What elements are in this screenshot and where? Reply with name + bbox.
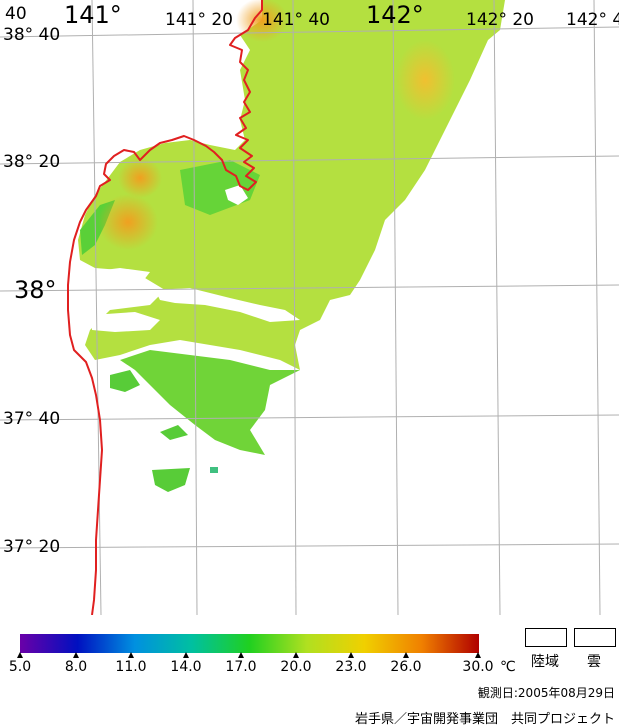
parallel-38-40 xyxy=(0,26,619,38)
lat-label-38: 38° xyxy=(14,276,57,304)
colorbar-tick-14: 14.0 xyxy=(170,659,202,675)
lon-label-142-20: 142° 20 xyxy=(466,10,534,30)
sst-warm-spot-north xyxy=(236,0,288,42)
colorbar-tick-mark xyxy=(348,652,354,658)
cloud-patch-west xyxy=(88,268,150,300)
coastline xyxy=(67,0,263,615)
cloud-patch-center xyxy=(155,288,300,322)
meridian-142-20 xyxy=(493,0,501,615)
corner-label: 40 xyxy=(5,4,27,24)
colorbar-tick-20: 20.0 xyxy=(280,659,312,675)
parallel-38 xyxy=(0,284,619,292)
project-credit: 岩手県／宇宙開発事業団 共同プロジェクト xyxy=(354,712,615,727)
temperature-unit: ℃ xyxy=(500,659,516,675)
colorbar-tick-30: 30.0 xyxy=(462,659,494,675)
cloud-patch-lower xyxy=(92,312,160,332)
sst-field xyxy=(78,0,505,492)
colorbar-ticks xyxy=(17,652,481,658)
colorbar-tick-mark xyxy=(183,652,189,658)
colorbar-tick-mark xyxy=(17,652,23,658)
lon-label-141-40: 141° 40 xyxy=(262,10,330,30)
meridian-142 xyxy=(392,0,399,615)
colorbar-tick-23: 23.0 xyxy=(335,659,367,675)
lat-label-37-40: 37° 40 xyxy=(3,409,61,429)
cloud-legend-label: 雲 xyxy=(587,654,601,670)
colorbar-tick-26: 26.0 xyxy=(390,659,422,675)
colorbar-tick-17: 17.0 xyxy=(225,659,257,675)
lat-label-38-20: 38° 20 xyxy=(3,152,61,172)
land-legend-label: 陸域 xyxy=(531,654,559,670)
colorbar-tick-mark xyxy=(238,652,244,658)
colorbar-tick-mark xyxy=(293,652,299,658)
colorbar-tick-5: 5.0 xyxy=(8,659,32,675)
colorbar-tick-11: 11.0 xyxy=(115,659,147,675)
sst-region-islands xyxy=(110,370,190,492)
lon-label-141: 141° xyxy=(64,1,122,29)
map-canvas xyxy=(0,0,619,615)
colorbar-tick-mark xyxy=(128,652,134,658)
sst-warm-spot-coast xyxy=(98,194,158,250)
colorbar-tick-mark xyxy=(403,652,409,658)
lat-label-37-20: 37° 20 xyxy=(3,537,61,557)
cloud-legend-swatch xyxy=(574,628,616,647)
temperature-colorbar xyxy=(20,634,479,653)
parallel-38-20 xyxy=(0,155,619,165)
lon-label-142: 142° xyxy=(366,1,424,29)
sea-surface-temperature-map: 40 141° 141° 20 141° 40 142° 142° 20 142… xyxy=(0,0,619,615)
lon-label-142-40: 142° 4 xyxy=(566,10,619,30)
lat-label-38-40: 38° 40 xyxy=(3,25,61,45)
sst-island-small xyxy=(210,467,218,473)
meridian-141-40 xyxy=(292,0,297,615)
sst-region-cool-south xyxy=(120,350,300,455)
lon-label-141-20: 141° 20 xyxy=(165,10,233,30)
colorbar-tick-mark xyxy=(475,652,481,658)
colorbar-tick-mark xyxy=(73,652,79,658)
parallel-37-20 xyxy=(0,543,619,549)
meridian-142-40 xyxy=(593,0,601,615)
colorbar-tick-8: 8.0 xyxy=(64,659,88,675)
cloud-patch-north xyxy=(225,185,248,205)
sst-warm-spot-bay xyxy=(118,158,162,198)
meridian-141-20 xyxy=(192,0,198,615)
observation-date: 観測日:2005年08月29日 xyxy=(477,686,615,700)
land-legend-swatch xyxy=(525,628,567,647)
sst-warm-spot-east xyxy=(395,40,455,120)
meridian-141 xyxy=(91,0,102,615)
graticule xyxy=(0,0,619,615)
parallel-37-40 xyxy=(0,414,619,421)
